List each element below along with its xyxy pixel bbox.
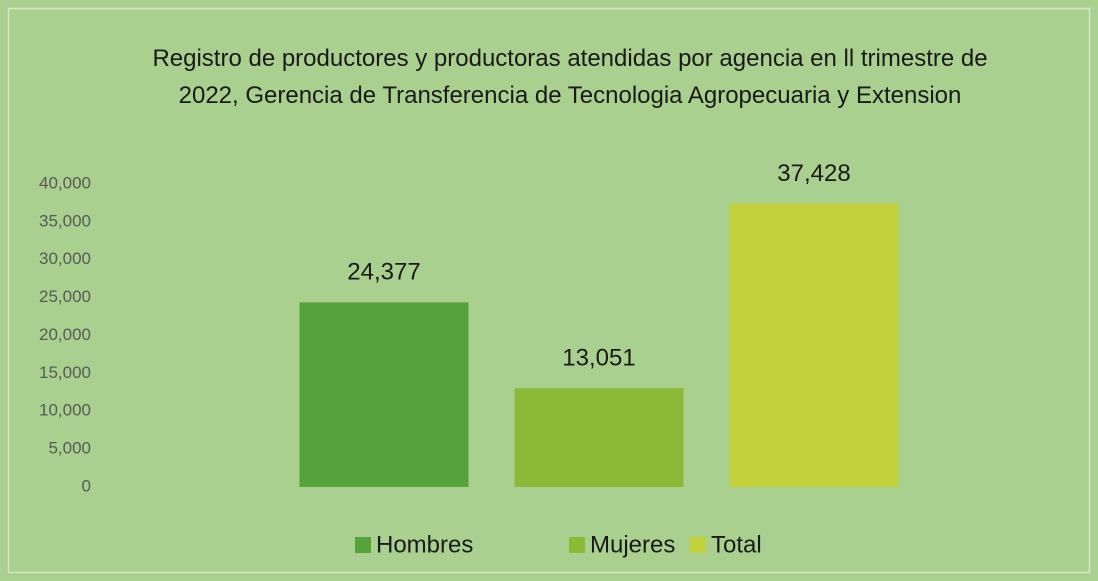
bar xyxy=(514,388,684,487)
y-tick-label: 5,000 xyxy=(48,439,91,458)
legend-swatch xyxy=(690,537,706,553)
legend-label: Total xyxy=(711,531,762,558)
y-tick-label: 10,000 xyxy=(39,401,91,420)
data-label: 13,051 xyxy=(562,344,635,371)
legend-label: Hombres xyxy=(376,531,473,558)
legend-label: Mujeres xyxy=(590,531,675,558)
chart-title: Registro de productores y productoras at… xyxy=(152,45,988,109)
y-tick-label: 35,000 xyxy=(39,211,91,230)
y-tick-label: 25,000 xyxy=(39,287,91,306)
y-tick-label: 15,000 xyxy=(39,363,91,382)
y-tick-label: 0 xyxy=(82,476,91,495)
data-label: 24,377 xyxy=(347,259,420,286)
y-tick-label: 40,000 xyxy=(39,173,91,192)
legend-swatch xyxy=(569,537,585,553)
bar xyxy=(299,302,469,487)
y-tick-label: 30,000 xyxy=(39,249,91,268)
legend-swatch xyxy=(355,537,371,553)
bar xyxy=(729,203,899,487)
chart-frame xyxy=(7,7,1091,574)
data-label: 37,428 xyxy=(777,160,850,187)
y-tick-label: 20,000 xyxy=(39,325,91,344)
